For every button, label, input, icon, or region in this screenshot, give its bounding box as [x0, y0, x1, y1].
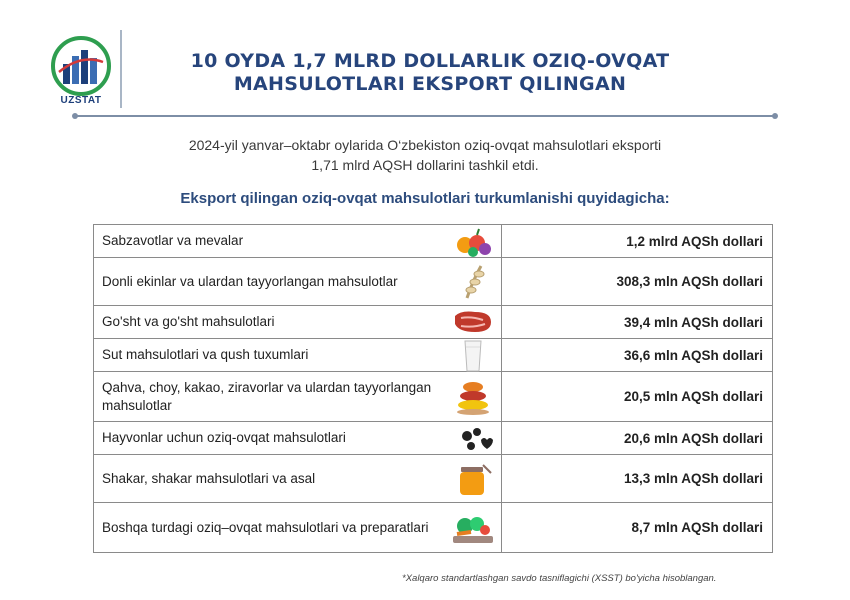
category-value: 1,2 mlrd AQSh dollari [501, 224, 773, 258]
category-value: 308,3 mln AQSh dollari [501, 257, 773, 306]
category-cell: Go'sht va go'sht mahsulotlari [93, 305, 502, 339]
vegetables-icon [453, 516, 493, 543]
category-cell: Qahva, choy, kakao, ziravorlar va ularda… [93, 371, 502, 422]
milk-icon [464, 340, 482, 372]
category-label: Sut mahsulotlari va qush tuxumlari [102, 347, 309, 362]
wheat-icon [465, 264, 485, 298]
category-value: 36,6 mln AQSh dollari [501, 338, 773, 372]
table-row: Go'sht va go'sht mahsulotlari 39,4 mln A… [93, 305, 773, 339]
category-label: Donli ekinlar va ulardan tayyorlangan ma… [102, 273, 398, 289]
category-label: Shakar, shakar mahsulotlari va asal [102, 470, 316, 486]
table-row: Sabzavotlar va mevalar 1,2 mlrd AQSh dol… [93, 224, 773, 258]
page-title: 10 OYDA 1,7 MLRD DOLLARLIK OZIQ-OVQAT MA… [140, 50, 720, 96]
category-cell: Hayvonlar uchun oziq-ovqat mahsulotlari [93, 421, 502, 455]
category-label: Hayvonlar uchun oziq-ovqat mahsulotlari [102, 430, 346, 445]
logo-text: UZSTAT [60, 95, 102, 106]
category-cell: Sut mahsulotlari va qush tuxumlari [93, 338, 502, 372]
category-value: 20,6 mln AQSh dollari [501, 421, 773, 455]
pet-food-icon [462, 428, 493, 450]
category-value: 13,3 mln AQSh dollari [501, 454, 773, 503]
uzstat-logo: UZSTAT [47, 36, 115, 106]
category-value: 8,7 mln AQSh dollari [501, 502, 773, 553]
header-rule [72, 113, 778, 119]
category-label: Qahva, choy, kakao, ziravorlar va ularda… [102, 379, 432, 413]
footnote: *Xalqaro standartlashgan savdo tasniflag… [402, 573, 717, 584]
category-value: 39,4 mln AQSh dollari [501, 305, 773, 339]
table-row: Boshqa turdagi oziq–ovqat mahsulotlari v… [93, 502, 773, 553]
honey-icon [460, 463, 492, 495]
category-cell: Boshqa turdagi oziq–ovqat mahsulotlari v… [93, 502, 502, 553]
category-label: Sabzavotlar va mevalar [102, 233, 244, 248]
intro-line-1: 2024-yil yanvar–oktabr oylarida O‘zbekis… [188, 137, 662, 153]
category-cell: Shakar, shakar mahsulotlari va asal [93, 454, 502, 503]
spices-icon [457, 381, 489, 415]
table-row: Donli ekinlar va ulardan tayyorlangan ma… [93, 257, 773, 306]
table-subtitle: Eksport qilingan oziq-ovqat mahsulotlari… [180, 190, 670, 207]
category-cell: Sabzavotlar va mevalar [93, 224, 502, 258]
header-divider [120, 30, 122, 108]
meat-icon [455, 311, 491, 332]
export-categories-table: Sabzavotlar va mevalar 1,2 mlrd AQSh dol… [93, 224, 773, 553]
table-row: Sut mahsulotlari va qush tuxumlari 36,6 … [93, 338, 773, 372]
table-row: Qahva, choy, kakao, ziravorlar va ularda… [93, 371, 773, 422]
intro-line-2: 1,71 mlrd AQSH dollarini tashkil etdi. [311, 157, 539, 173]
fruits-icon [457, 228, 491, 257]
category-cell: Donli ekinlar va ulardan tayyorlangan ma… [93, 257, 502, 306]
category-label: Boshqa turdagi oziq–ovqat mahsulotlari v… [102, 519, 429, 535]
table-row: Hayvonlar uchun oziq-ovqat mahsulotlari … [93, 421, 773, 455]
table-row: Shakar, shakar mahsulotlari va asal 13,3… [93, 454, 773, 503]
intro-text: 2024-yil yanvar–oktabr oylarida O‘zbekis… [110, 135, 740, 175]
category-value: 20,5 mln AQSh dollari [501, 371, 773, 422]
title-line-2: MAHSULOTLARI EKSPORT QILINGAN [233, 73, 627, 95]
title-line-1: 10 OYDA 1,7 MLRD DOLLARLIK OZIQ-OVQAT [190, 50, 670, 72]
category-label: Go'sht va go'sht mahsulotlari [102, 314, 275, 329]
